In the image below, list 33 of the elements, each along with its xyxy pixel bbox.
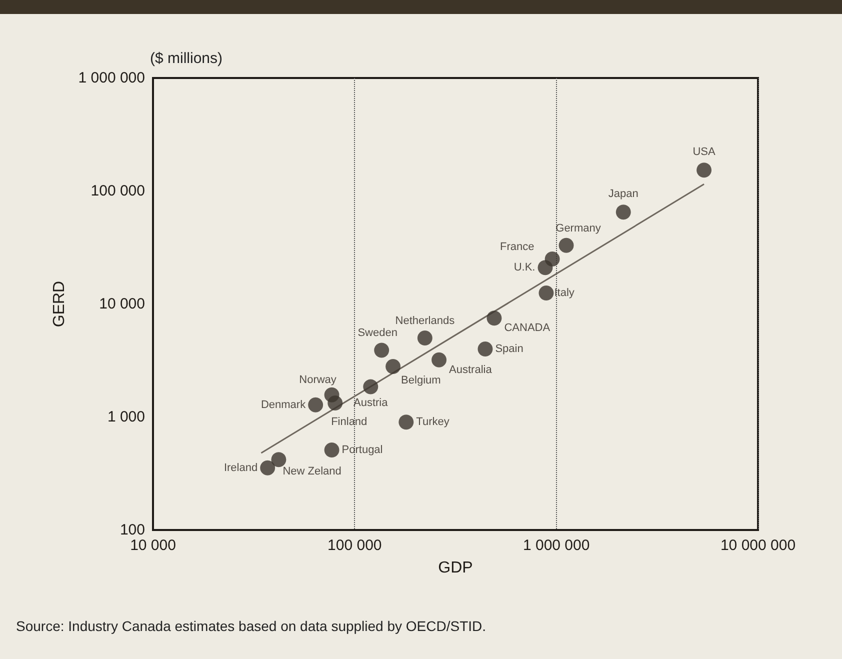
annotation: Denmark xyxy=(260,398,306,411)
annotation: Ireland xyxy=(224,462,258,474)
x-tick-label: 100 000 xyxy=(328,537,382,554)
annotation: Norway xyxy=(299,374,337,386)
y-axis-title: GERD xyxy=(50,280,68,328)
x-axis-title: GDP xyxy=(438,560,473,576)
annotation: Turkey xyxy=(416,416,450,428)
source-note: Source: Industry Canada estimates based on data supplied by OECD/STID. xyxy=(16,618,486,634)
annotation: France xyxy=(500,241,534,254)
annotation: Australia xyxy=(449,364,493,376)
annotation: Sweden xyxy=(358,327,398,340)
y-tick-label: 10 000 xyxy=(99,296,145,312)
x-tick-label: 1 000 000 xyxy=(522,537,590,554)
annotation: Netherlands xyxy=(395,315,456,328)
annotation: Japan xyxy=(608,188,638,200)
annotation: Finland xyxy=(331,416,368,428)
x-tick-label: 10 000 000 xyxy=(720,537,796,554)
annotation: Portugal xyxy=(342,444,383,456)
annotation: Austria xyxy=(354,396,389,409)
annotation: Italy xyxy=(554,287,575,300)
x-tick-label: 10 000 xyxy=(130,537,176,554)
annotation: USA xyxy=(692,146,716,158)
y-tick-label: 100 xyxy=(120,522,145,538)
y-tick-label: 1 000 000 xyxy=(78,70,145,86)
y-tick-label: 100 000 xyxy=(90,182,145,200)
text: ($ millions) xyxy=(150,50,223,67)
annotation: Spain xyxy=(495,342,524,355)
annotation: CANADA xyxy=(504,322,551,334)
annotation: Germany xyxy=(556,222,602,234)
y-tick-label: 1 000 xyxy=(107,408,145,426)
annotation: New Zeland xyxy=(282,466,342,478)
annotation: U.K. xyxy=(514,262,536,274)
annotation: Belgium xyxy=(401,374,441,386)
